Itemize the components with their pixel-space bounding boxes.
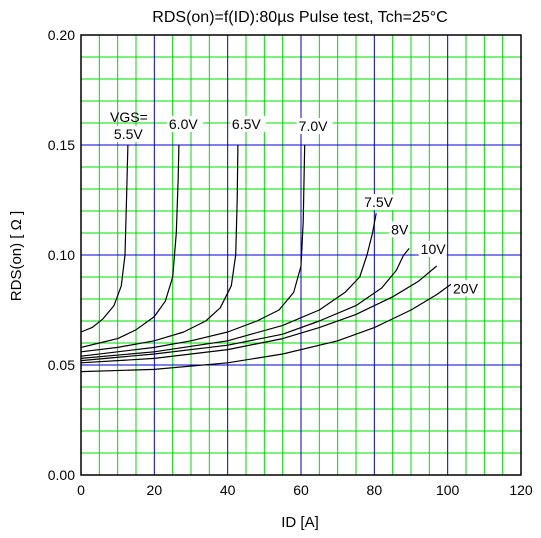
curve-label-20v: 20V [453,280,479,296]
curve-label-bg [229,116,266,132]
series-line-8v [80,248,410,362]
curve-label-bg [389,221,410,238]
curve-label-7-5v: 7.5V [364,194,393,210]
curve-label-bg [362,194,399,211]
x-axis-label: ID [A] [281,514,319,531]
curve-label-6-5v: 6.5V [232,116,261,132]
series-line-6-0v [80,144,180,348]
vgs-prefix-label: VGS= [110,109,148,125]
curves [80,144,456,373]
curve-label-bg [418,241,447,257]
x-tick-label: 120 [509,482,533,498]
curve-label-bg [111,126,148,142]
series-line-5-5v [80,144,129,333]
y-tick-label: 0.15 [48,137,75,153]
curve-labels: 5.5V 6.0V 6.5V 7.0V 7.5V 8V 10V 20V [111,116,479,297]
curve-label-bg [166,116,203,132]
curve-label-7-0v: 7.0V [299,118,328,134]
curve-label-5-5v: 5.5V [114,126,143,142]
chart-title: RDS(on)=f(ID):80µs Pulse test, Tch=25°C [152,9,447,26]
x-tick-label: 100 [436,482,460,498]
x-tick-label: 80 [367,482,383,498]
curve-label-8v: 8V [391,221,409,237]
plot-frame [80,34,522,476]
series-line-7-0v [80,144,306,357]
y-axis-label: RDS(on) [ Ω ] [8,211,25,301]
x-tick-label: 0 [77,482,85,498]
y-tick-labels: 0.00 0.05 0.10 0.15 0.20 [48,27,75,483]
y-tick-label: 0.05 [48,357,75,373]
curve-label-6-0v: 6.0V [169,116,198,132]
x-tick-labels: 0 20 40 60 80 100 120 [77,482,533,498]
curve-label-10v: 10V [421,241,447,257]
curve-label-bg [296,118,333,134]
curve-label-bg [451,280,479,297]
y-tick-label: 0.00 [48,467,75,483]
series-line-20v [80,280,456,373]
x-tick-label: 20 [147,482,163,498]
series-line-7-5v [80,213,377,359]
y-tick-label: 0.10 [48,247,75,263]
y-tick-label: 0.20 [48,27,75,43]
x-tick-label: 40 [220,482,236,498]
series-line-10v [80,265,438,364]
x-tick-label: 60 [293,482,309,498]
series-line-6-5v [80,144,239,353]
